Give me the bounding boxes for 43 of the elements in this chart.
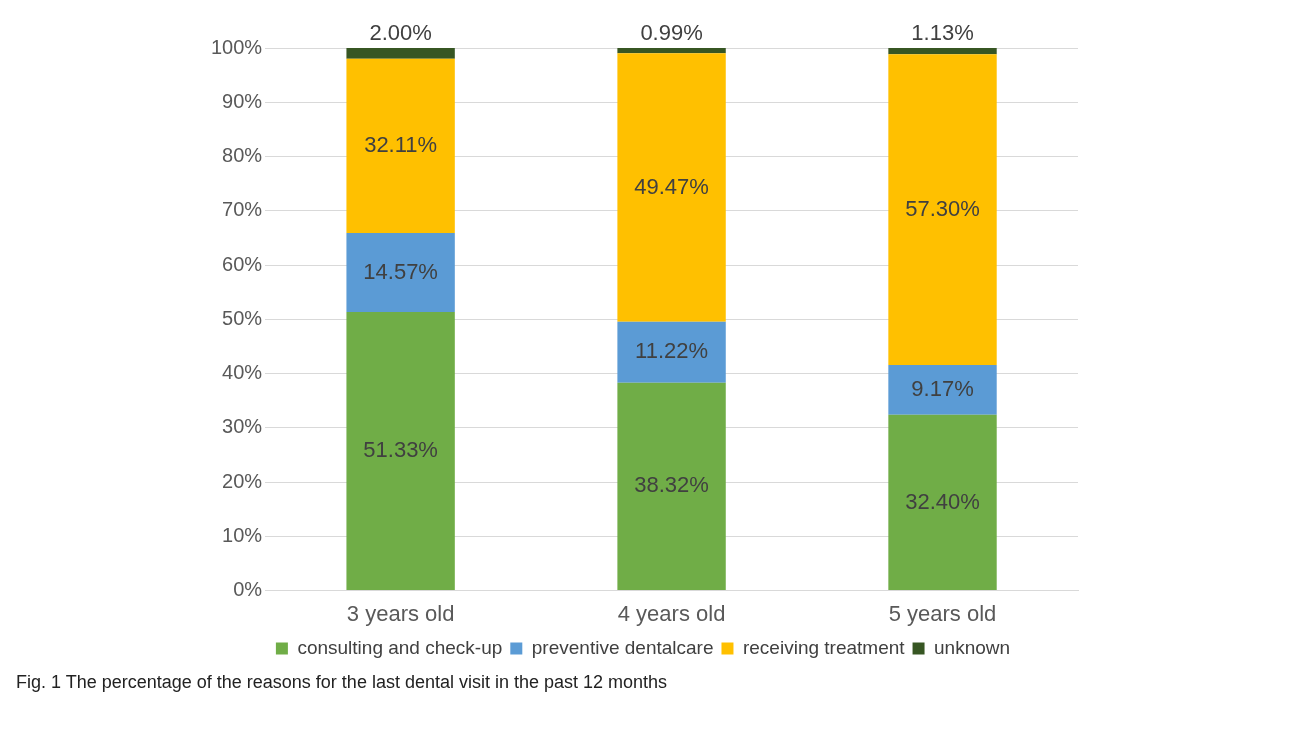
y-tick-label: 20% [222, 469, 263, 492]
y-tick-label: 100% [211, 35, 263, 58]
legend-label: consulting and check-up [297, 636, 503, 658]
data-label: 32.11% [364, 131, 438, 157]
y-tick-label: 10% [222, 523, 263, 546]
data-label: 14.57% [363, 258, 438, 284]
bar [617, 321, 726, 383]
data-label: 11.22% [635, 338, 709, 364]
data-label: 38.32% [634, 472, 709, 498]
bar [888, 54, 997, 366]
bar [888, 365, 997, 415]
data-label: 2.00% [369, 20, 432, 46]
data-label: 51.33% [363, 437, 438, 463]
y-tick-label: 60% [222, 252, 263, 275]
bar [346, 312, 455, 591]
data-label: 1.13% [911, 20, 974, 46]
bar [617, 382, 726, 591]
bar [617, 53, 726, 322]
legend-label: unknown [934, 636, 1011, 658]
legend-label: receiving treatment [742, 636, 906, 658]
x-tick-label: 3 years old [346, 600, 455, 626]
y-tick-label: 90% [222, 89, 263, 112]
data-label: 57.30% [905, 195, 980, 221]
bar [888, 48, 997, 55]
y-tick-label: 70% [222, 198, 263, 221]
bar [346, 48, 455, 59]
data-label: 0.99% [640, 20, 703, 46]
data-label: 49.47% [634, 173, 709, 199]
y-tick-label: 30% [222, 415, 263, 438]
bar [346, 233, 455, 313]
bar [888, 414, 997, 591]
data-label: 32.40% [905, 488, 980, 514]
bar [346, 58, 455, 234]
y-tick-label: 80% [222, 144, 263, 167]
bar [617, 48, 726, 54]
caption: Fig. 1 The percentage of the reasons for the last dental visit in the past 12 months [15, 671, 669, 694]
y-tick-label: 50% [222, 306, 263, 329]
x-tick-label: 4 years old [617, 600, 726, 626]
data-label: 9.17% [911, 375, 974, 401]
y-tick-label: 0% [233, 578, 263, 601]
y-tick-label: 40% [222, 361, 263, 384]
legend-label: preventive dentalcare [531, 636, 714, 658]
x-tick-label: 5 years old [888, 600, 997, 626]
